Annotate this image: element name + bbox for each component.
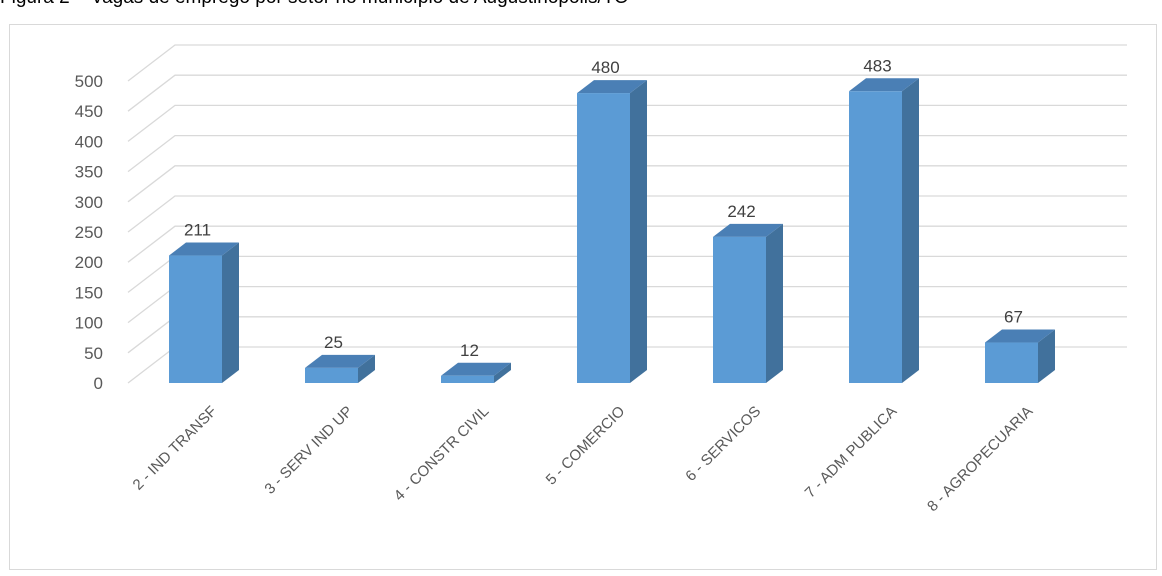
bar [169, 243, 239, 383]
y-tick-label: 50 [84, 344, 103, 363]
x-axis-ticks: 2 - IND TRANSF 3 - SERV IND UP 4 - CONSTR … [130, 403, 1037, 515]
data-label: 483 [863, 56, 891, 75]
y-tick-label: 450 [75, 102, 103, 121]
x-tick-label: 7 - ADM PUBLICA [802, 403, 901, 502]
y-tick-label: 500 [75, 72, 103, 91]
y-tick-label: 100 [75, 314, 103, 333]
bars [169, 78, 1055, 383]
data-label: 67 [1004, 308, 1023, 327]
y-axis-ticks: 0 50 100 150 200 250 300 350 400 450 500 [75, 72, 103, 393]
x-tick-label: 3 - SERV IND UP [261, 403, 356, 498]
y-tick-label: 200 [75, 253, 103, 272]
y-tick-label: 350 [75, 163, 103, 182]
y-tick-label: 400 [75, 132, 103, 151]
data-label: 211 [184, 221, 211, 240]
data-label: 480 [591, 58, 619, 77]
bar [985, 330, 1055, 383]
bar [577, 80, 647, 383]
x-tick-label: 8 - AGROPECUARIA [924, 403, 1036, 515]
data-label: 12 [460, 341, 479, 360]
data-label: 25 [324, 333, 343, 352]
bar [849, 78, 919, 383]
x-tick-label: 2 - IND TRANSF [130, 403, 221, 494]
x-tick-label: 5 - COMERCIO [543, 403, 629, 489]
data-label: 242 [727, 202, 755, 221]
y-tick-label: 0 [94, 374, 103, 393]
x-tick-label: 6 - SERVICOS [682, 403, 764, 485]
y-tick-label: 300 [75, 193, 103, 212]
y-tick-label: 150 [75, 283, 103, 302]
bar [441, 363, 511, 383]
bar [713, 224, 783, 383]
bar [305, 355, 375, 383]
x-tick-label: 4 - CONSTR CIVIL [391, 403, 493, 505]
y-tick-label: 250 [75, 223, 103, 242]
